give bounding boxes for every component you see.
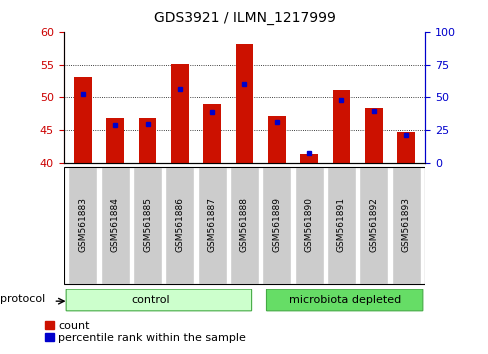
Bar — [364, 108, 382, 163]
Text: GSM561887: GSM561887 — [207, 197, 216, 252]
FancyBboxPatch shape — [294, 166, 323, 284]
Text: GSM561890: GSM561890 — [304, 197, 313, 252]
Bar — [171, 64, 188, 163]
Legend: count, percentile rank within the sample: count, percentile rank within the sample — [44, 321, 245, 343]
FancyBboxPatch shape — [68, 166, 97, 284]
FancyBboxPatch shape — [165, 166, 194, 284]
FancyBboxPatch shape — [266, 289, 422, 311]
Bar — [396, 132, 414, 163]
Bar — [106, 118, 124, 163]
Text: GSM561884: GSM561884 — [111, 197, 120, 252]
FancyBboxPatch shape — [229, 166, 259, 284]
Bar — [203, 104, 221, 163]
Text: GSM561888: GSM561888 — [240, 197, 248, 252]
Text: GDS3921 / ILMN_1217999: GDS3921 / ILMN_1217999 — [153, 11, 335, 25]
FancyBboxPatch shape — [133, 166, 162, 284]
Text: microbiota depleted: microbiota depleted — [288, 295, 400, 305]
Text: GSM561893: GSM561893 — [401, 197, 410, 252]
Bar — [267, 116, 285, 163]
FancyBboxPatch shape — [66, 289, 251, 311]
FancyBboxPatch shape — [391, 166, 420, 284]
FancyBboxPatch shape — [359, 166, 387, 284]
Text: GSM561883: GSM561883 — [78, 197, 87, 252]
Bar — [300, 154, 317, 163]
FancyBboxPatch shape — [101, 166, 129, 284]
Text: control: control — [131, 295, 170, 305]
Text: protocol: protocol — [0, 294, 45, 304]
FancyBboxPatch shape — [197, 166, 226, 284]
Bar — [235, 44, 253, 163]
Bar — [74, 77, 92, 163]
Text: GSM561886: GSM561886 — [175, 197, 184, 252]
Text: GSM561885: GSM561885 — [143, 197, 152, 252]
Text: GSM561892: GSM561892 — [368, 197, 377, 252]
Text: GSM561889: GSM561889 — [272, 197, 281, 252]
FancyBboxPatch shape — [326, 166, 355, 284]
Bar — [332, 90, 349, 163]
Text: GSM561891: GSM561891 — [336, 197, 345, 252]
FancyBboxPatch shape — [262, 166, 291, 284]
Bar — [139, 118, 156, 163]
